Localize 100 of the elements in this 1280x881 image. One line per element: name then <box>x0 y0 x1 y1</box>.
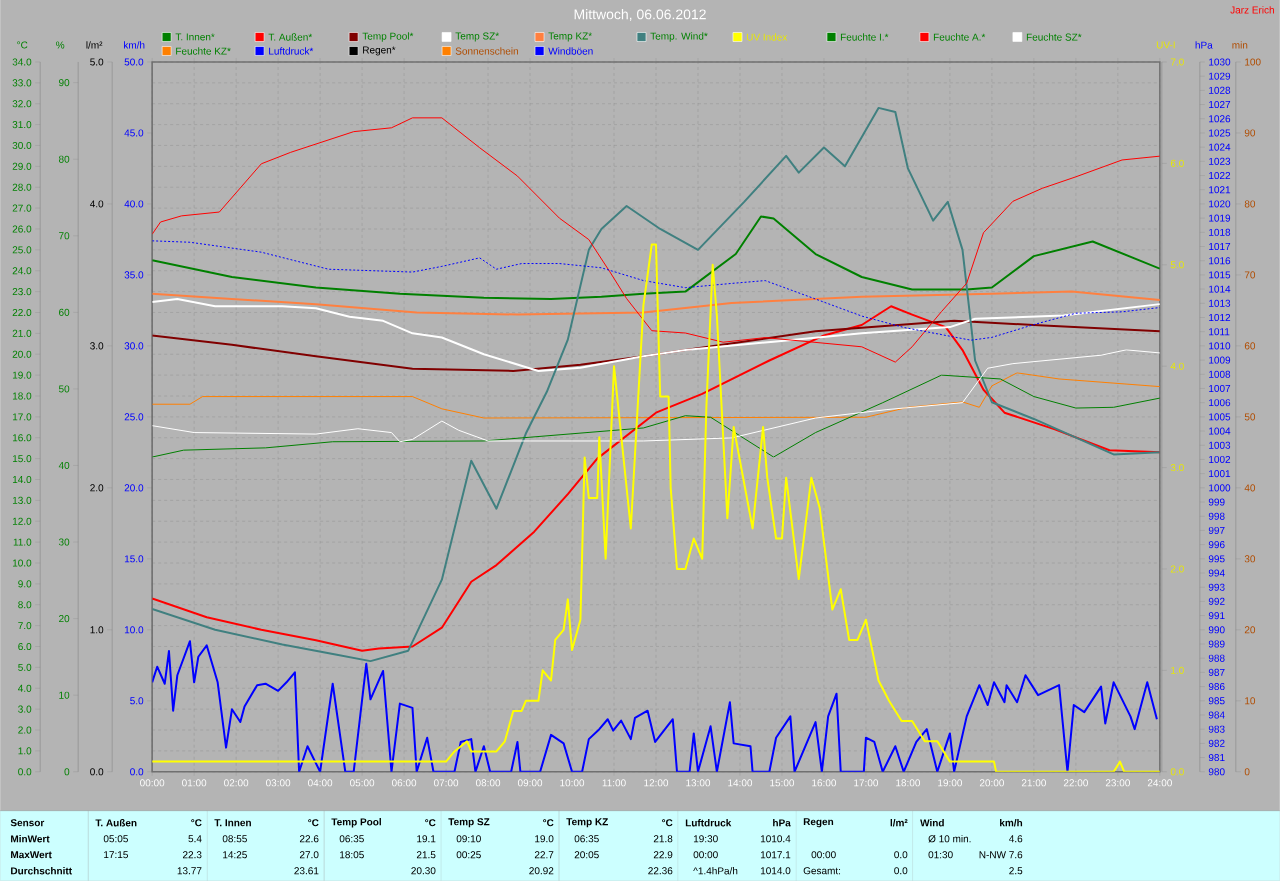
y2-tick-label: 10 <box>59 691 70 699</box>
y-tick-label: 23.0 <box>12 288 32 296</box>
x-tick-label: 12:00 <box>644 779 669 787</box>
text: Durchschnitt <box>11 867 72 875</box>
text: 19:30 <box>693 835 718 843</box>
y2-tick-label: 1005 <box>1209 413 1231 421</box>
y2-axis-title: hPa <box>1195 41 1213 49</box>
y2-tick-label: 1013 <box>1209 299 1231 307</box>
legend-label: Feuchte A.* <box>933 33 986 41</box>
y3-tick-label: 1.0 <box>90 626 104 634</box>
y-tick-label: 2.0 <box>18 726 32 734</box>
y2-tick-label: 1025 <box>1209 129 1231 137</box>
text: hPa <box>773 819 791 827</box>
text: Jarz Erich <box>1230 6 1274 14</box>
text: 20.92 <box>529 867 554 875</box>
y2-tick-label: 20 <box>1244 626 1256 634</box>
y2-axis-title: min <box>1232 41 1248 49</box>
y2-tick-label: 1002 <box>1209 455 1231 464</box>
text: 09:10 <box>456 835 481 843</box>
y2-tick-label: 992 <box>1208 597 1225 605</box>
text: 21.5 <box>416 851 436 859</box>
y2-tick-label: 100 <box>1245 58 1261 66</box>
y-tick-label: 35.0 <box>124 271 144 279</box>
y2-tick-label: 1021 <box>1209 186 1231 194</box>
y-tick-label: 6.0 <box>18 643 32 651</box>
y-tick-label: 21.0 <box>12 329 32 337</box>
y2-tick-label: 1011 <box>1209 328 1230 336</box>
x-tick-label: 22:00 <box>1063 779 1088 787</box>
text: MinWert <box>11 835 50 843</box>
legend-label: Luftdruck* <box>269 47 314 55</box>
text: 13.77 <box>177 867 202 875</box>
y-tick-label: 7.0 <box>18 622 32 630</box>
y2-tick-label: 986 <box>1208 683 1225 691</box>
x-tick-label: 09:00 <box>517 779 543 787</box>
x-tick-label: 21:00 <box>1021 779 1046 787</box>
y2-tick-label: 60 <box>59 308 70 316</box>
y2-tick-label: 999 <box>1208 498 1225 506</box>
x-tick-label: 03:00 <box>266 779 291 787</box>
text: ^1.4hPa/h <box>693 867 738 875</box>
y2-tick-label: 80 <box>1244 200 1256 208</box>
x-tick-label: 17:00 <box>854 779 879 787</box>
text: km/h <box>1000 819 1023 827</box>
y-tick-label: 17.0 <box>12 413 32 421</box>
text: Ø 10 min. <box>928 835 971 843</box>
y-tick-label: 31.0 <box>12 121 32 129</box>
text: 00:00 <box>693 851 718 859</box>
y-tick-label: 25.0 <box>124 413 144 421</box>
y-tick-label: 14.0 <box>12 475 32 484</box>
text: Gesamt: <box>803 867 841 875</box>
y2-tick-label: 1001 <box>1209 470 1231 478</box>
x-tick-label: 00:00 <box>140 779 165 787</box>
legend-label: Feuchte SZ* <box>1026 33 1082 41</box>
text: 1017.1 <box>760 851 791 859</box>
y2-tick-label: 40 <box>1244 484 1256 492</box>
x-tick-label: 15:00 <box>770 779 795 787</box>
y-axis-title: °C <box>17 41 28 49</box>
x-tick-label: 16:00 <box>812 779 837 787</box>
y-tick-label: 24.0 <box>12 267 32 275</box>
y-tick-label: 11.0 <box>13 538 32 546</box>
line-series <box>152 319 1160 372</box>
text: 19.1 <box>417 835 436 843</box>
text: 22.9 <box>653 851 673 859</box>
legend-label: Temp SZ* <box>455 32 499 42</box>
line-series <box>152 297 1160 372</box>
y2-tick-label: 30 <box>1244 555 1256 563</box>
y-tick-label: 5.0 <box>130 697 144 705</box>
text: Temp KZ <box>566 818 608 828</box>
y2-tick-label: 990 <box>1208 626 1225 634</box>
y2-tick-label: 80 <box>58 155 70 163</box>
y2-tick-label: 993 <box>1208 583 1225 591</box>
x-tick-label: 14:00 <box>728 779 753 787</box>
text: 00:25 <box>456 851 481 859</box>
y2-tick-label: 90 <box>59 79 70 87</box>
text: °C <box>662 819 673 827</box>
y2-tick-label: 980 <box>1208 768 1225 776</box>
y-tick-label: 34.0 <box>12 58 32 66</box>
x-tick-label: 06:00 <box>391 779 417 787</box>
y2-tick-label: 1028 <box>1209 86 1231 94</box>
text: 23.61 <box>294 867 319 875</box>
y2-tick-label: 994 <box>1208 569 1225 577</box>
y-tick-label: 29.0 <box>12 162 32 170</box>
y2-tick-label: 1004 <box>1209 427 1231 435</box>
text: 21.8 <box>653 835 673 843</box>
text: 1014.0 <box>760 867 791 875</box>
legend-label: T. Innen* <box>175 33 215 41</box>
y-tick-label: 0.0 <box>18 768 32 776</box>
y-tick-label: 50.0 <box>124 58 144 66</box>
x-tick-label: 07:00 <box>433 779 459 787</box>
x-tick-label: 02:00 <box>224 779 249 787</box>
y-tick-label: 16.0 <box>12 434 32 442</box>
chart-title: Mittwoch, 06.06.2012 <box>574 9 706 21</box>
legend-label: Feuchte KZ* <box>176 47 231 55</box>
y2-tick-label: 0 <box>64 768 70 776</box>
x-tick-label: 01:00 <box>182 779 207 787</box>
y-tick-label: 30.0 <box>12 141 32 150</box>
x-tick-label: 20:00 <box>979 779 1005 787</box>
text: N-NW 7.6 <box>979 851 1023 859</box>
text: °C <box>543 819 554 827</box>
y3-tick-label: 0.0 <box>90 768 104 776</box>
y2-tick-label: 989 <box>1208 640 1225 648</box>
